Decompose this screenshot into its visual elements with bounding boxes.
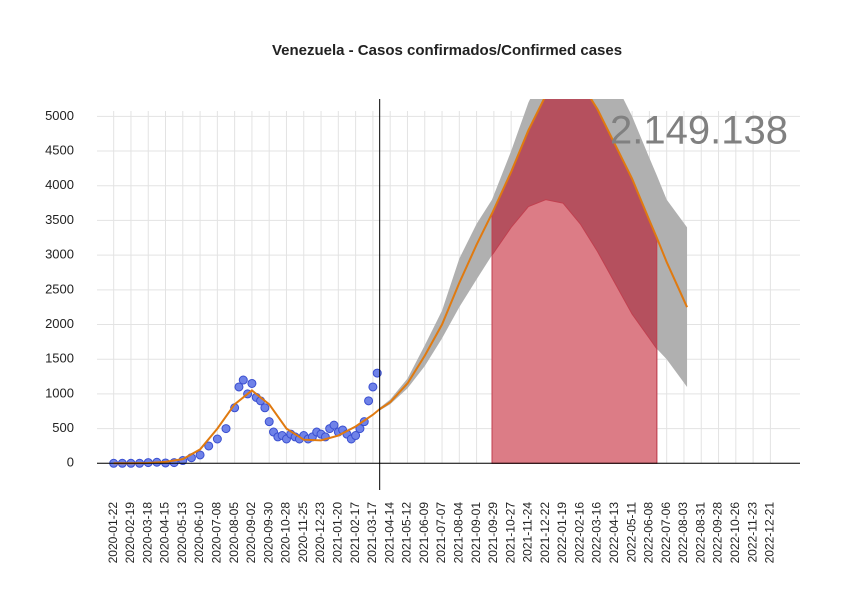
data-point xyxy=(247,378,257,388)
x-tick-label: 2021-05-12 xyxy=(400,502,414,564)
y-tick-label: 3500 xyxy=(45,212,74,227)
x-tick-label: 2021-06-09 xyxy=(417,502,431,564)
y-tick-label: 2000 xyxy=(45,316,74,331)
x-tick-label: 2022-05-11 xyxy=(624,502,638,563)
x-tick-label: 2022-09-28 xyxy=(711,502,725,564)
x-tick-label: 2022-04-13 xyxy=(607,502,621,564)
data-point xyxy=(351,431,361,441)
x-tick-label: 2020-09-02 xyxy=(244,502,258,564)
x-tick-label: 2020-05-13 xyxy=(175,502,189,564)
x-tick-label: 2021-12-22 xyxy=(538,502,552,564)
x-tick-label: 2021-07-07 xyxy=(434,502,448,564)
x-tick-label: 2020-03-18 xyxy=(140,502,154,564)
y-tick-label: 5000 xyxy=(45,108,74,123)
data-point xyxy=(238,375,248,385)
data-point xyxy=(221,424,231,434)
x-tick-label: 2022-10-26 xyxy=(728,502,742,564)
data-point xyxy=(264,417,274,427)
data-point xyxy=(364,396,374,406)
x-tick-label: 2021-03-17 xyxy=(365,502,379,564)
y-tick-label: 4500 xyxy=(45,142,74,157)
axes: 0 500 1000 1500 2000 2500 3000 3500 4000 4500 5000… xyxy=(45,99,800,563)
x-tick-label: 2021-02-17 xyxy=(348,502,362,564)
data-point xyxy=(204,441,214,451)
x-tick-label: 2021-08-04 xyxy=(451,502,465,564)
x-tick-label: 2022-02-16 xyxy=(572,502,586,564)
y-tick-label: 2500 xyxy=(45,281,74,296)
data-point xyxy=(329,420,339,430)
x-tick-label: 2022-03-16 xyxy=(590,502,604,564)
chart-title: Venezuela - Casos confirmados/Confirmed … xyxy=(272,42,622,59)
x-tick-label: 2020-07-08 xyxy=(210,502,224,564)
x-tick-label: 2020-10-28 xyxy=(279,502,293,564)
total-annotation: 2.149.138 xyxy=(610,109,788,153)
y-tick-label: 1000 xyxy=(45,385,74,400)
x-tick-label: 2022-07-06 xyxy=(659,502,673,564)
lower-projection-area xyxy=(491,199,658,464)
data-point xyxy=(212,434,222,444)
data-point xyxy=(195,450,205,460)
y-tick-label: 4000 xyxy=(45,177,74,192)
y-tick-label: 500 xyxy=(52,420,74,435)
grid xyxy=(97,111,800,464)
x-tick-label: 2020-08-05 xyxy=(227,502,241,564)
y-tick-label: 3000 xyxy=(45,247,74,262)
fit-line xyxy=(113,99,688,465)
x-tick-label: 2022-11-23 xyxy=(745,502,759,563)
y-tick-label: 1500 xyxy=(45,351,74,366)
x-tick-label: 2021-04-14 xyxy=(382,502,396,564)
x-tick-label: 2020-09-30 xyxy=(261,502,275,564)
x-tick-label: 2020-01-22 xyxy=(106,502,120,564)
x-tick-label: 2021-01-20 xyxy=(331,502,345,564)
x-tick-label: 2020-04-15 xyxy=(158,502,172,564)
x-tick-label: 2022-08-31 xyxy=(693,502,707,564)
x-tick-label: 2021-09-01 xyxy=(469,502,483,564)
x-tick-label: 2022-08-03 xyxy=(676,502,690,564)
x-tick-label: 2022-01-19 xyxy=(555,502,569,564)
x-tick-label: 2021-11-24 xyxy=(521,502,535,563)
data-point xyxy=(368,382,378,392)
x-tick-label: 2020-02-19 xyxy=(123,502,137,564)
plot-area xyxy=(109,99,688,468)
x-tick-label: 2022-12-21 xyxy=(763,502,777,564)
x-tick-label: 2021-09-29 xyxy=(486,502,500,564)
data-point xyxy=(234,382,244,392)
x-tick-label: 2021-10-27 xyxy=(503,502,517,564)
x-tick-label: 2022-06-08 xyxy=(642,502,656,564)
data-point xyxy=(260,403,270,413)
x-tick-label: 2020-12-23 xyxy=(313,502,327,564)
x-tick-label: 2020-11-25 xyxy=(296,502,310,563)
x-tick-label: 2020-06-10 xyxy=(192,502,206,564)
y-tick-label: 0 xyxy=(67,455,74,470)
